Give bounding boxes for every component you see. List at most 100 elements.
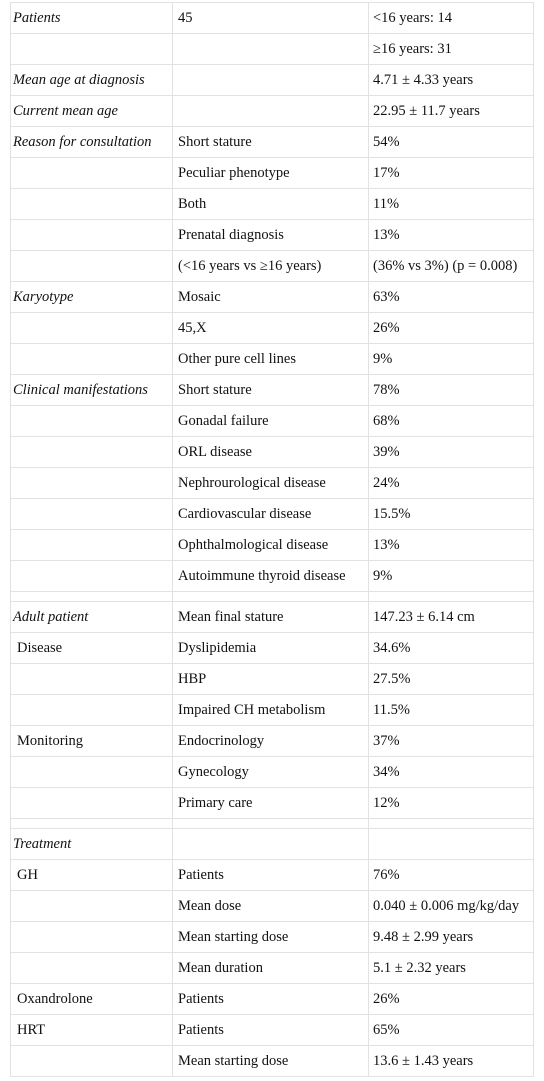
table-cell: 26%: [368, 312, 534, 344]
table-cell: [10, 157, 173, 189]
table-row: Karyotype Mosaic 63%: [10, 281, 534, 313]
table-cell: 13%: [368, 219, 534, 251]
table-cell: [10, 787, 173, 819]
table-cell: GH: [10, 859, 173, 891]
table-cell: Mosaic: [172, 281, 369, 313]
table-cell: Current mean age: [10, 95, 173, 127]
table-cell: (<16 years vs ≥16 years): [172, 250, 369, 282]
table-cell: Mean duration: [172, 952, 369, 984]
table-body: Patients 45 <16 years: 14 ≥16 years: 31 Mean…: [10, 2, 534, 1077]
spacer-row: [10, 591, 534, 602]
table-row: ≥16 years: 31: [10, 33, 534, 65]
table-row: Impaired CH metabolism 11.5%: [10, 694, 534, 726]
table-cell: [172, 64, 369, 96]
table-cell: 4.71 ± 4.33 years: [368, 64, 534, 96]
table-row: Mean duration 5.1 ± 2.32 years: [10, 952, 534, 984]
table-row: HBP 27.5%: [10, 663, 534, 695]
table-cell: HBP: [172, 663, 369, 695]
table-cell: 15.5%: [368, 498, 534, 530]
table-cell: [10, 405, 173, 437]
table-cell: Cardiovascular disease: [172, 498, 369, 530]
table-cell: Oxandrolone: [10, 983, 173, 1015]
table-cell: Adult patient: [10, 601, 173, 633]
table-cell: Endocrinology: [172, 725, 369, 757]
spacer-cell: [368, 591, 534, 602]
table-cell: 22.95 ± 11.7 years: [368, 95, 534, 127]
spacer-cell: [10, 818, 173, 829]
table-cell: 45,X: [172, 312, 369, 344]
table-cell: 78%: [368, 374, 534, 406]
table-cell: Treatment: [10, 828, 173, 860]
table-row: Adult patient Mean final stature 147.23 ± …: [10, 601, 534, 633]
table-cell: [10, 467, 173, 499]
table-row: Peculiar phenotype 17%: [10, 157, 534, 189]
table-cell: [10, 343, 173, 375]
table-cell: [10, 663, 173, 695]
spacer-cell: [172, 591, 369, 602]
table-cell: Mean age at diagnosis: [10, 64, 173, 96]
table-cell: [10, 890, 173, 922]
table-cell: 63%: [368, 281, 534, 313]
data-table: Patients 45 <16 years: 14 ≥16 years: 31 Mean…: [10, 2, 534, 1077]
table-cell: Karyotype: [10, 281, 173, 313]
table-row: Oxandrolone Patients 26%: [10, 983, 534, 1015]
table-cell: [172, 33, 369, 65]
table-cell: Peculiar phenotype: [172, 157, 369, 189]
table-row: Mean starting dose 13.6 ± 1.43 years: [10, 1045, 534, 1077]
table-row: Mean dose 0.040 ± 0.006 mg/kg/day: [10, 890, 534, 922]
table-row: Other pure cell lines 9%: [10, 343, 534, 375]
table-cell: 5.1 ± 2.32 years: [368, 952, 534, 984]
table-cell: 65%: [368, 1014, 534, 1046]
table-cell: [172, 95, 369, 127]
table-row: GH Patients 76%: [10, 859, 534, 891]
table-cell: Gonadal failure: [172, 405, 369, 437]
table-cell: [10, 250, 173, 282]
spacer-cell: [172, 818, 369, 829]
spacer-cell: [10, 591, 173, 602]
table-cell: Monitoring: [10, 725, 173, 757]
table-cell: Other pure cell lines: [172, 343, 369, 375]
table-cell: 45: [172, 2, 369, 34]
table-cell: Patients: [172, 983, 369, 1015]
table-cell: [10, 498, 173, 530]
table-row: Monitoring Endocrinology 37%: [10, 725, 534, 757]
table-cell: 39%: [368, 436, 534, 468]
table-cell: 34%: [368, 756, 534, 788]
table-cell: 13.6 ± 1.43 years: [368, 1045, 534, 1077]
table-cell: Patients: [172, 1014, 369, 1046]
table-cell: Mean final stature: [172, 601, 369, 633]
table-cell: [10, 921, 173, 953]
table-cell: [10, 219, 173, 251]
table-cell: Short stature: [172, 374, 369, 406]
table-cell: Primary care: [172, 787, 369, 819]
table-cell: 24%: [368, 467, 534, 499]
table-row: Disease Dyslipidemia 34.6%: [10, 632, 534, 664]
table-cell: [368, 828, 534, 860]
table-row: Both 11%: [10, 188, 534, 220]
table-row: Current mean age 22.95 ± 11.7 years: [10, 95, 534, 127]
table-cell: 17%: [368, 157, 534, 189]
table-cell: Mean starting dose: [172, 1045, 369, 1077]
table-row: Primary care 12%: [10, 787, 534, 819]
table-row: ORL disease 39%: [10, 436, 534, 468]
table-cell: Disease: [10, 632, 173, 664]
table-cell: ≥16 years: 31: [368, 33, 534, 65]
table-row: Mean age at diagnosis 4.71 ± 4.33 years: [10, 64, 534, 96]
table-cell: [10, 33, 173, 65]
table-cell: Clinical manifestations: [10, 374, 173, 406]
table-cell: <16 years: 14: [368, 2, 534, 34]
table-cell: Both: [172, 188, 369, 220]
table-cell: [10, 952, 173, 984]
table-cell: 9%: [368, 560, 534, 592]
table-cell: 12%: [368, 787, 534, 819]
table-row: Clinical manifestations Short stature 78%: [10, 374, 534, 406]
table-cell: [10, 312, 173, 344]
spacer-cell: [368, 818, 534, 829]
table-row: Autoimmune thyroid disease 9%: [10, 560, 534, 592]
table-cell: 27.5%: [368, 663, 534, 695]
table-cell: Nephrourological disease: [172, 467, 369, 499]
table-cell: 68%: [368, 405, 534, 437]
table-row: Cardiovascular disease 15.5%: [10, 498, 534, 530]
table-row: 45,X 26%: [10, 312, 534, 344]
table-cell: Short stature: [172, 126, 369, 158]
